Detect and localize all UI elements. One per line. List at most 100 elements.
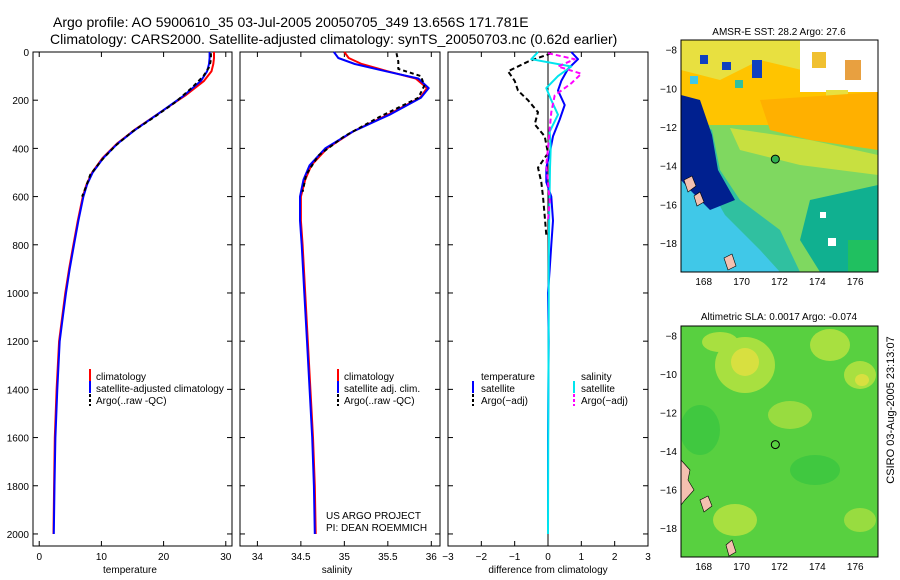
legend-label-satellite: satellite-adjusted climatology <box>96 384 224 395</box>
x-tick-label: 35.5 <box>378 552 398 563</box>
map-y-tick-label: −16 <box>660 486 677 497</box>
x-tick-label: 10 <box>96 552 108 563</box>
sst-pixel-4 <box>690 76 698 84</box>
y-tick-label: 1600 <box>7 434 30 445</box>
sst-pixel-2 <box>722 62 731 70</box>
legend-label-sal-satellite: satellite <box>581 384 615 395</box>
series-line-climatology <box>52 52 215 535</box>
map-x-tick-label: 168 <box>695 277 712 288</box>
temperature-xlabel: temperature <box>103 565 157 576</box>
y-tick-label: 200 <box>12 96 29 107</box>
axis-ticks: 0 10 20 30020040060080010001200140016001800… <box>7 46 864 573</box>
series-line-argo-raw-qc <box>301 52 426 193</box>
sst-island-2 <box>693 191 705 207</box>
x-tick-label: −1 <box>509 552 521 563</box>
sla-island-2 <box>699 495 713 513</box>
map-y-tick-label: −12 <box>660 123 677 134</box>
temperature-panel-frame <box>32 51 233 547</box>
sla-yellow-1 <box>731 348 759 376</box>
map-y-tick-label: −18 <box>660 524 677 535</box>
map-y-tick-label: −12 <box>660 409 677 420</box>
sst-pixel-1 <box>700 55 708 64</box>
series-line-satellite-adjusted-climatology <box>52 52 211 535</box>
salinity-legend: climatology satellite adj. clim. Argo(..… <box>337 369 420 407</box>
title-line-1: Argo profile: AO 5900610_35 03-Jul-2005 … <box>53 14 529 30</box>
sst-map-frame <box>680 39 879 273</box>
legend-label-temp-satellite: satellite <box>481 384 515 395</box>
map-x-tick-label: 172 <box>771 562 788 573</box>
sst-island-1 <box>683 175 697 193</box>
map-x-tick-label: 174 <box>809 562 826 573</box>
sst-lime-band <box>730 128 878 175</box>
legend-title-temperature: temperature <box>481 372 535 383</box>
sst-pixel-6 <box>828 238 836 246</box>
salinity-panel-frame <box>239 51 441 547</box>
x-tick-label: −3 <box>442 552 454 563</box>
x-tick-label: 3 <box>645 552 651 563</box>
sst-pixel-3 <box>752 60 762 78</box>
legend-label-argo: Argo(..raw -QC) <box>96 396 167 407</box>
legend-label-climatology: climatology <box>344 372 394 383</box>
x-tick-label: 0 <box>36 552 42 563</box>
series-line-argo-raw-qc <box>81 53 212 197</box>
series-line-climatology <box>299 51 428 535</box>
sla-map-field <box>681 329 876 557</box>
map-y-tick-label: −10 <box>660 84 677 95</box>
map-y-tick-label: −16 <box>660 200 677 211</box>
sst-map-field <box>681 40 878 272</box>
sla-yellow-2 <box>855 374 869 386</box>
x-tick-label: −2 <box>476 552 488 563</box>
credit-line-2: PI: DEAN ROEMMICH <box>326 523 427 534</box>
x-tick-label: 34.5 <box>291 552 311 563</box>
map-y-tick-label: −18 <box>660 239 677 250</box>
credit-line-1: US ARGO PROJECT <box>326 511 421 522</box>
sla-lime-2 <box>702 332 738 352</box>
x-tick-label: 0 <box>545 552 551 563</box>
y-tick-label: 1400 <box>7 385 30 396</box>
salinity-xlabel: salinity <box>322 565 353 576</box>
y-tick-label: 400 <box>12 144 29 155</box>
sla-island-1 <box>681 459 695 506</box>
map-x-tick-label: 176 <box>847 277 864 288</box>
y-tick-label: 1800 <box>7 482 30 493</box>
sla-map-title: Altimetric SLA: 0.0017 Argo: -0.074 <box>701 312 858 323</box>
map-x-tick-label: 168 <box>695 562 712 573</box>
map-y-tick-label: −8 <box>666 46 678 57</box>
sst-dark-blue-strip <box>681 95 735 210</box>
x-tick-label: 1 <box>579 552 585 563</box>
difference-xlabel: difference from climatology <box>488 565 607 576</box>
x-tick-label: 2 <box>612 552 618 563</box>
y-tick-label: 0 <box>23 48 29 59</box>
map-x-tick-label: 172 <box>771 277 788 288</box>
sla-green-dark-1 <box>790 455 840 485</box>
y-tick-label: 2000 <box>7 530 30 541</box>
map-x-tick-label: 176 <box>847 562 864 573</box>
series-line-salinity-argo-adj <box>545 52 583 221</box>
difference-legend-temperature: temperature satellite Argo(−adj) <box>472 372 535 407</box>
series-line-satellite-adj-clim <box>299 51 430 535</box>
sla-map-frame <box>680 325 879 558</box>
sla-lime-6 <box>713 504 757 536</box>
sst-argo-marker <box>770 154 780 164</box>
series-line-temperature-satellite <box>545 51 579 534</box>
sla-lime-3 <box>810 329 850 361</box>
sst-pixel-7 <box>820 212 826 218</box>
sst-missing-ne <box>800 40 878 92</box>
map-y-tick-label: −10 <box>660 370 677 381</box>
sla-green-dark-2 <box>681 405 720 455</box>
legend-label-climatology: climatology <box>96 372 146 383</box>
y-tick-label: 600 <box>12 193 29 204</box>
sst-green-se <box>848 240 878 272</box>
y-tick-label: 1000 <box>7 289 30 300</box>
legend-label-argo: Argo(..raw -QC) <box>344 396 415 407</box>
map-x-tick-label: 174 <box>809 277 826 288</box>
difference-legend-salinity: salinity satellite Argo(−adj) <box>573 372 628 407</box>
legend-label-sal-argo: Argo(−adj) <box>581 396 628 407</box>
sla-lime-7 <box>844 508 876 532</box>
temperature-legend: climatology satellite-adjusted climatolo… <box>89 369 224 407</box>
sst-orange-patch <box>760 92 878 150</box>
side-stamp: CSIRO 03-Aug-2005 23:13:07 <box>885 336 897 483</box>
series-line-temperature-argo-adj <box>507 52 552 236</box>
sst-block-1 <box>812 52 826 68</box>
